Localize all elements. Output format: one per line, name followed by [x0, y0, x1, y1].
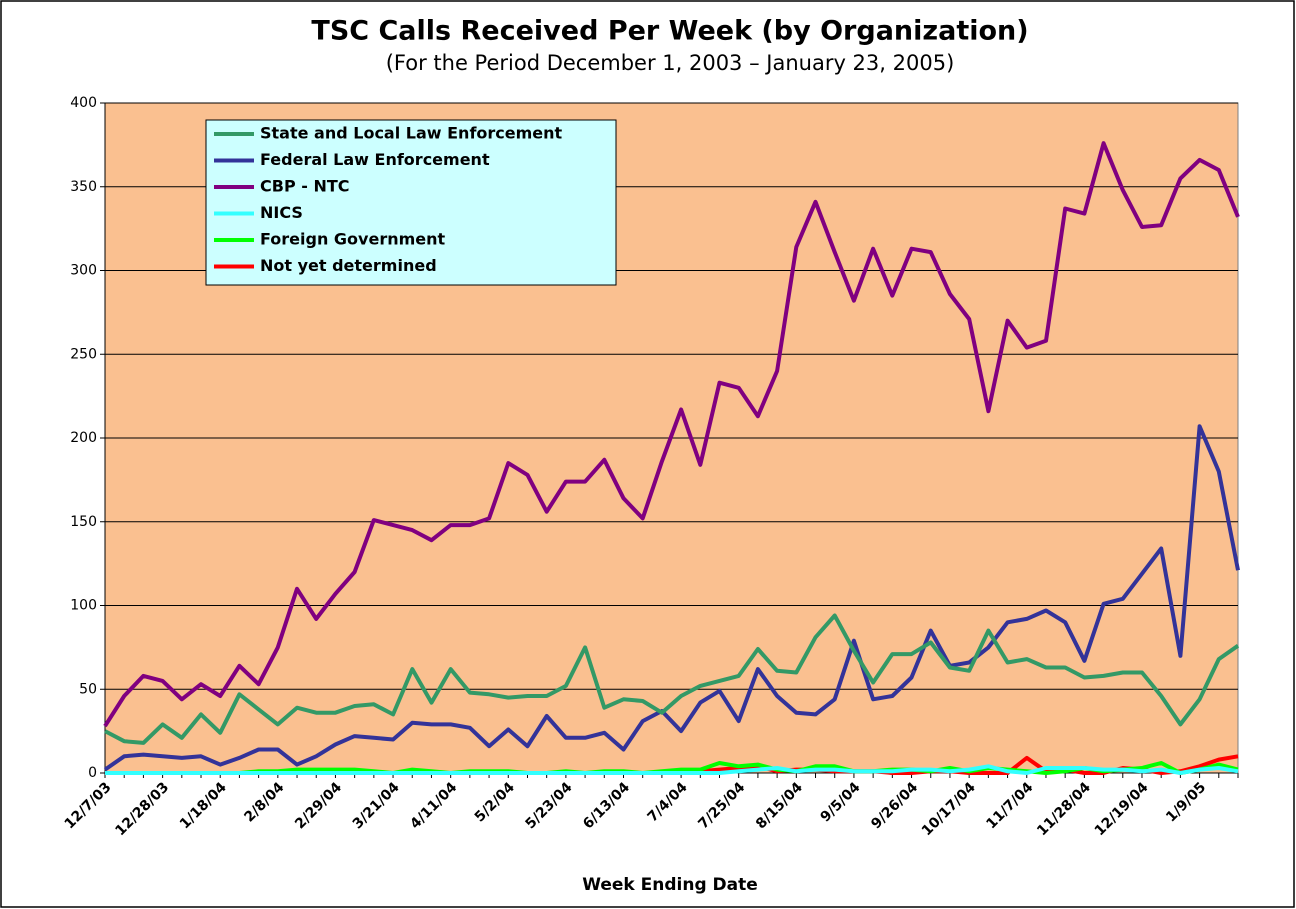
chart-title: TSC Calls Received Per Week (by Organiza…: [311, 16, 1028, 47]
y-tick-label: 250: [70, 346, 97, 362]
y-tick-label: 150: [70, 514, 97, 530]
legend-label: Foreign Government: [260, 230, 446, 249]
series-line: [103, 424, 1240, 772]
legend-label: Federal Law Enforcement: [260, 150, 490, 169]
series-line: [104, 613, 1240, 745]
series-line: [105, 761, 1239, 775]
y-tick-label: 400: [70, 95, 97, 111]
legend-label: State and Local Law Enforcement: [260, 124, 563, 143]
y-tick-label: 100: [70, 598, 97, 614]
x-axis-title: Week Ending Date: [582, 875, 758, 895]
legend-label: CBP - NTC: [260, 177, 350, 196]
legend-label: Not yet determined: [260, 256, 437, 275]
y-tick-label: 200: [70, 430, 97, 446]
y-tick-label: 300: [70, 263, 97, 279]
chart-subtitle: (For the Period December 1, 2003 – Janua…: [386, 51, 955, 75]
legend-box: [205, 119, 617, 286]
series-line: [103, 141, 1240, 728]
y-tick-label: 0: [88, 765, 97, 781]
y-tick-label: 350: [70, 179, 97, 195]
y-tick-label: 50: [79, 681, 97, 697]
legend-label: NICS: [260, 203, 303, 222]
series-line: [105, 764, 1239, 775]
